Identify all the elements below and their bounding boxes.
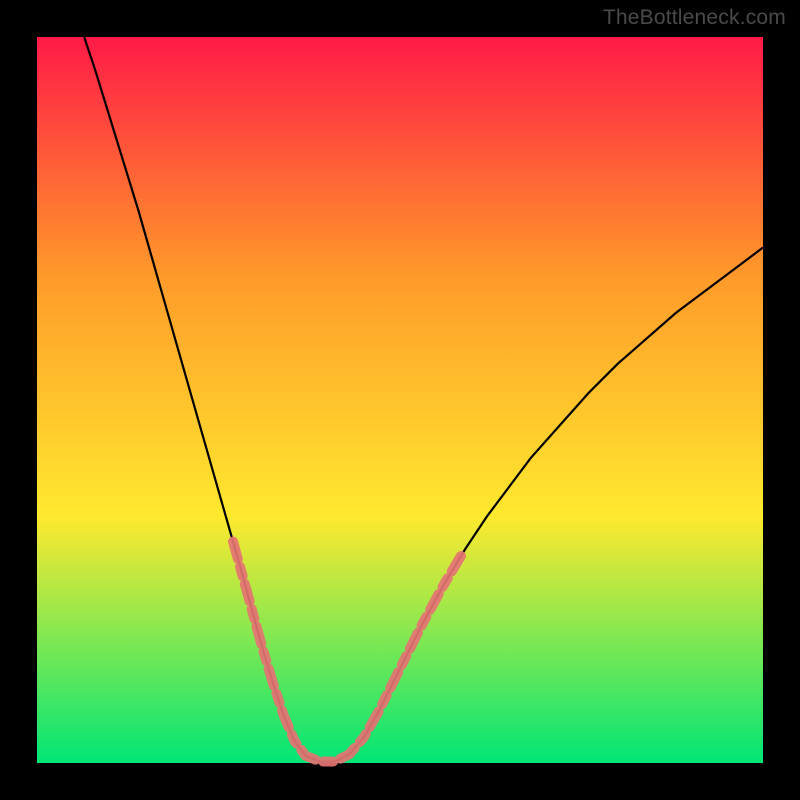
dotted-highlight-segment (233, 542, 462, 762)
dotted-highlight-group (233, 542, 462, 762)
chart-svg-layer (0, 0, 800, 800)
watermark-text: TheBottleneck.com (603, 6, 786, 30)
chart-outer-frame: TheBottleneck.com (0, 0, 800, 800)
bottleneck-curve (84, 37, 763, 762)
